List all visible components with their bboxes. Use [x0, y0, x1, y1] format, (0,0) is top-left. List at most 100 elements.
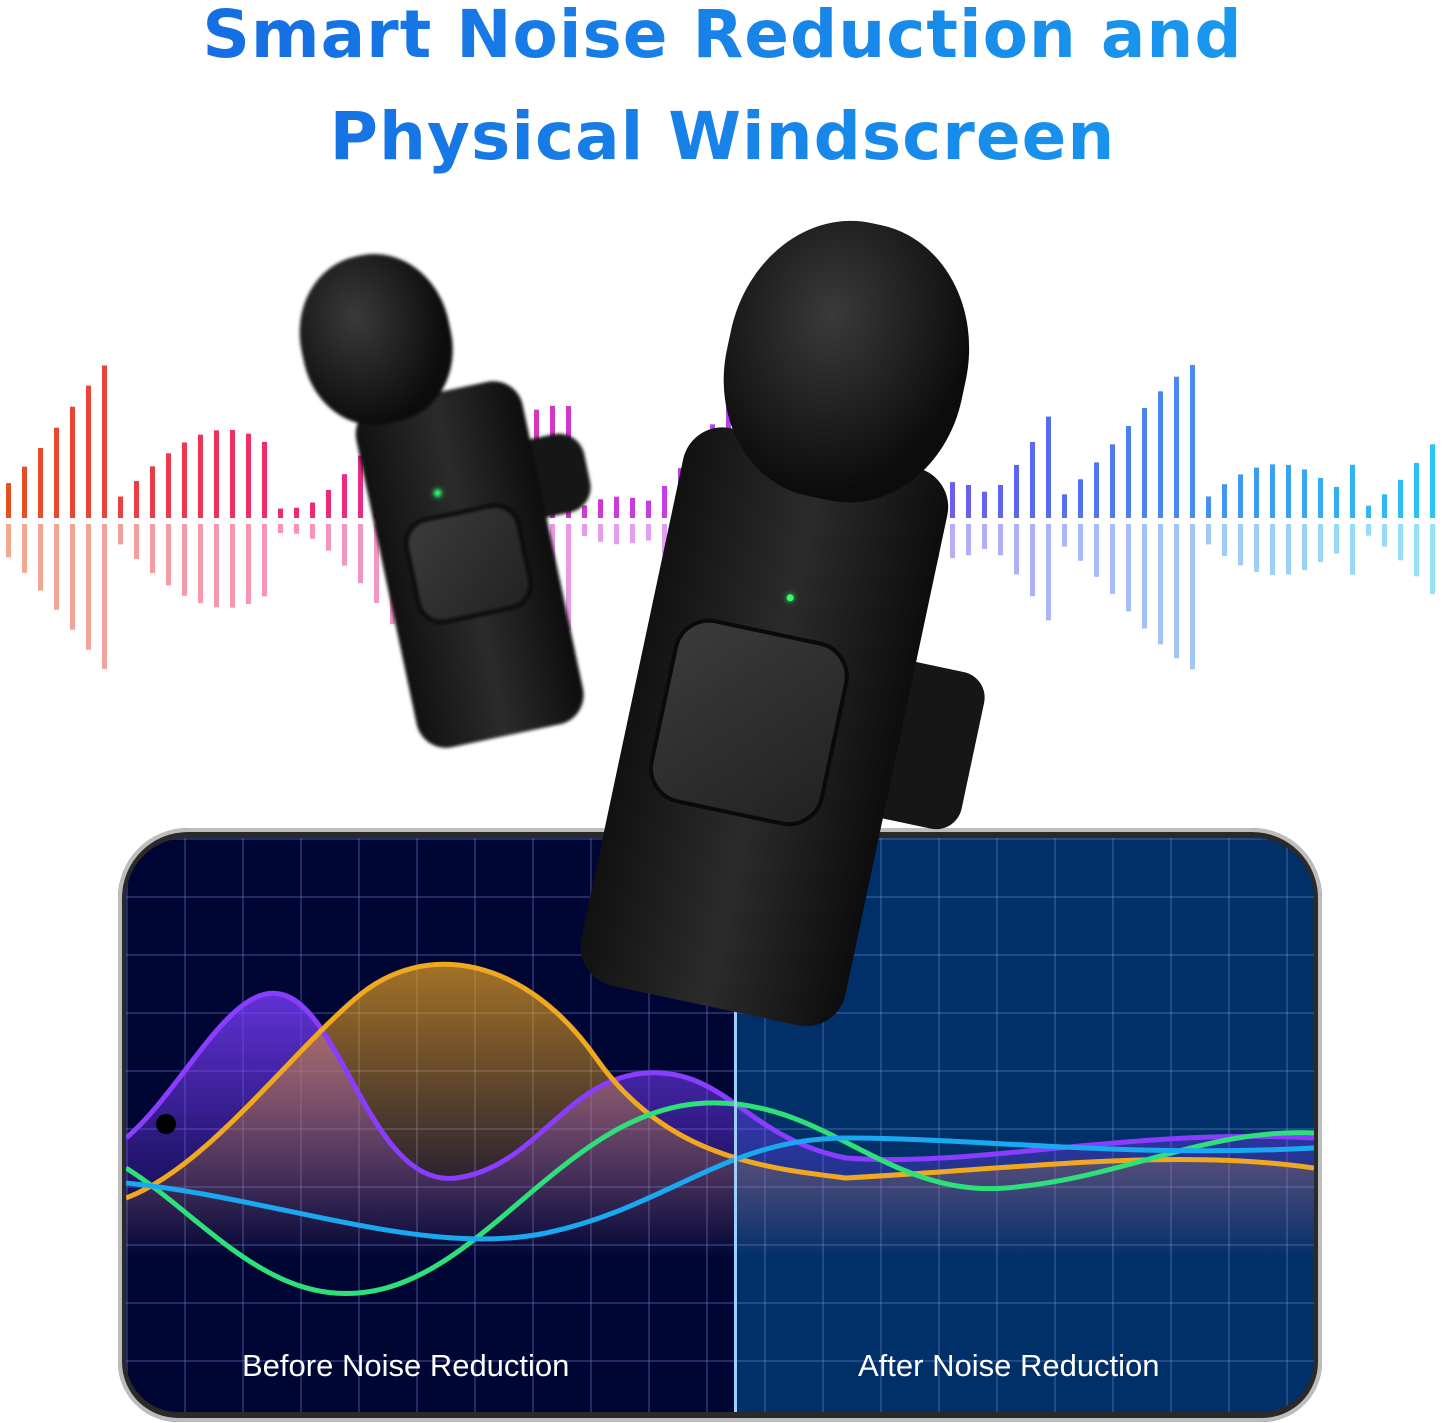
wave-bar	[70, 406, 75, 518]
wave-bar-reflection	[1254, 524, 1259, 572]
wave-bar	[1078, 479, 1083, 518]
camera-dot	[156, 1114, 176, 1134]
wave-bar-reflection	[1094, 524, 1099, 577]
wave-bar-reflection	[598, 524, 603, 542]
orange-curve	[126, 961, 1314, 1201]
wave-bar-reflection	[214, 524, 219, 608]
wave-bar-reflection	[1398, 524, 1403, 561]
wave-bar-reflection	[358, 524, 363, 584]
wave-bar	[342, 474, 347, 518]
wave-bar	[86, 385, 91, 518]
wave-bar	[950, 482, 955, 518]
wave-bar-reflection	[1286, 524, 1291, 575]
wave-bar-reflection	[86, 524, 91, 650]
wave-bar-reflection	[1142, 524, 1147, 629]
wave-bar-reflection	[1126, 524, 1131, 612]
wave-bar-reflection	[182, 524, 187, 596]
wave-bar-reflection	[582, 524, 587, 536]
wave-bar-reflection	[1238, 524, 1243, 566]
wave-bar	[118, 496, 123, 518]
wave-bar-reflection	[54, 524, 59, 610]
wave-bar	[1270, 464, 1275, 518]
wave-bar	[1238, 474, 1243, 518]
wave-bar	[1318, 477, 1323, 518]
wave-bar	[198, 434, 203, 518]
wave-bar	[38, 447, 43, 518]
before-label: Before Noise Reduction	[242, 1348, 570, 1383]
wave-bar-reflection	[246, 524, 251, 605]
wave-bar	[6, 483, 11, 518]
wave-bar-reflection	[230, 524, 235, 608]
wave-bar-reflection	[1318, 524, 1323, 563]
wave-bar	[1126, 425, 1131, 518]
wave-bar-reflection	[326, 524, 331, 551]
wave-bar-reflection	[278, 524, 283, 533]
wave-bar-reflection	[1430, 524, 1435, 594]
headline-line-2: Physical Windscreen	[0, 98, 1445, 175]
wave-bar-reflection	[1414, 524, 1419, 577]
wave-bar	[166, 453, 171, 518]
wave-bar	[230, 429, 235, 518]
wave-bar	[134, 481, 139, 518]
wave-bar-reflection	[1110, 524, 1115, 594]
wave-bar-reflection	[1302, 524, 1307, 571]
wave-bar-reflection	[982, 524, 987, 549]
wave-bar	[1334, 486, 1339, 518]
wave-bar-reflection	[1078, 524, 1083, 561]
wave-bar	[22, 466, 27, 518]
wave-bar	[1062, 494, 1067, 518]
wave-bar	[630, 497, 635, 518]
wave-bar-reflection	[134, 524, 139, 560]
green-curve	[126, 1100, 1314, 1296]
wave-bar-reflection	[614, 524, 619, 545]
wave-bar-reflection	[1206, 524, 1211, 545]
purple-curve	[126, 990, 1314, 1181]
wave-bar	[982, 491, 987, 518]
wave-bar	[1110, 444, 1115, 518]
wave-bar-reflection	[38, 524, 43, 591]
wave-bar-reflection	[1366, 524, 1371, 536]
wave-bar-reflection	[998, 524, 1003, 556]
wave-bar	[646, 500, 651, 518]
headline-line-1: Smart Noise Reduction and	[0, 0, 1445, 73]
wave-bar	[598, 499, 603, 518]
wave-bar-reflection	[646, 524, 651, 541]
wave-bar-reflection	[662, 524, 667, 555]
wave-bar	[582, 505, 587, 518]
wave-bar	[1222, 484, 1227, 518]
wave-bar	[1014, 464, 1019, 518]
wave-bar-reflection	[1062, 524, 1067, 547]
wave-bar	[278, 508, 283, 518]
wave-bar-reflection	[150, 524, 155, 574]
wave-bar-reflection	[1222, 524, 1227, 557]
wave-bar-reflection	[1382, 524, 1387, 547]
wave-bar-reflection	[1334, 524, 1339, 554]
wave-bar-reflection	[70, 524, 75, 630]
wave-bar-reflection	[310, 524, 315, 539]
wave-bar	[1046, 416, 1051, 518]
wave-bar-reflection	[1190, 524, 1195, 670]
wave-bar-reflection	[566, 524, 571, 631]
wave-bar-reflection	[374, 524, 379, 603]
wave-bar-reflection	[1014, 524, 1019, 575]
wave-bar	[358, 455, 363, 518]
wave-bar	[1286, 464, 1291, 518]
wave-bar-reflection	[950, 524, 955, 559]
wave-bar	[1430, 444, 1435, 518]
wave-bar	[214, 430, 219, 518]
wave-bar-reflection	[198, 524, 203, 604]
before-after-divider	[734, 838, 737, 1412]
wave-bar	[54, 427, 59, 518]
wave-bar	[1158, 391, 1163, 518]
waveform-curves	[126, 961, 1314, 1296]
blue-curve	[126, 1135, 1314, 1242]
wave-bar	[1382, 494, 1387, 518]
wave-bar-reflection	[6, 524, 11, 558]
wave-bar-reflection	[342, 524, 347, 566]
wave-bar	[1174, 376, 1179, 518]
wave-bar-reflection	[262, 524, 267, 597]
wave-bar	[1350, 464, 1355, 518]
wave-bar-reflection	[1270, 524, 1275, 575]
wave-bar	[182, 442, 187, 518]
